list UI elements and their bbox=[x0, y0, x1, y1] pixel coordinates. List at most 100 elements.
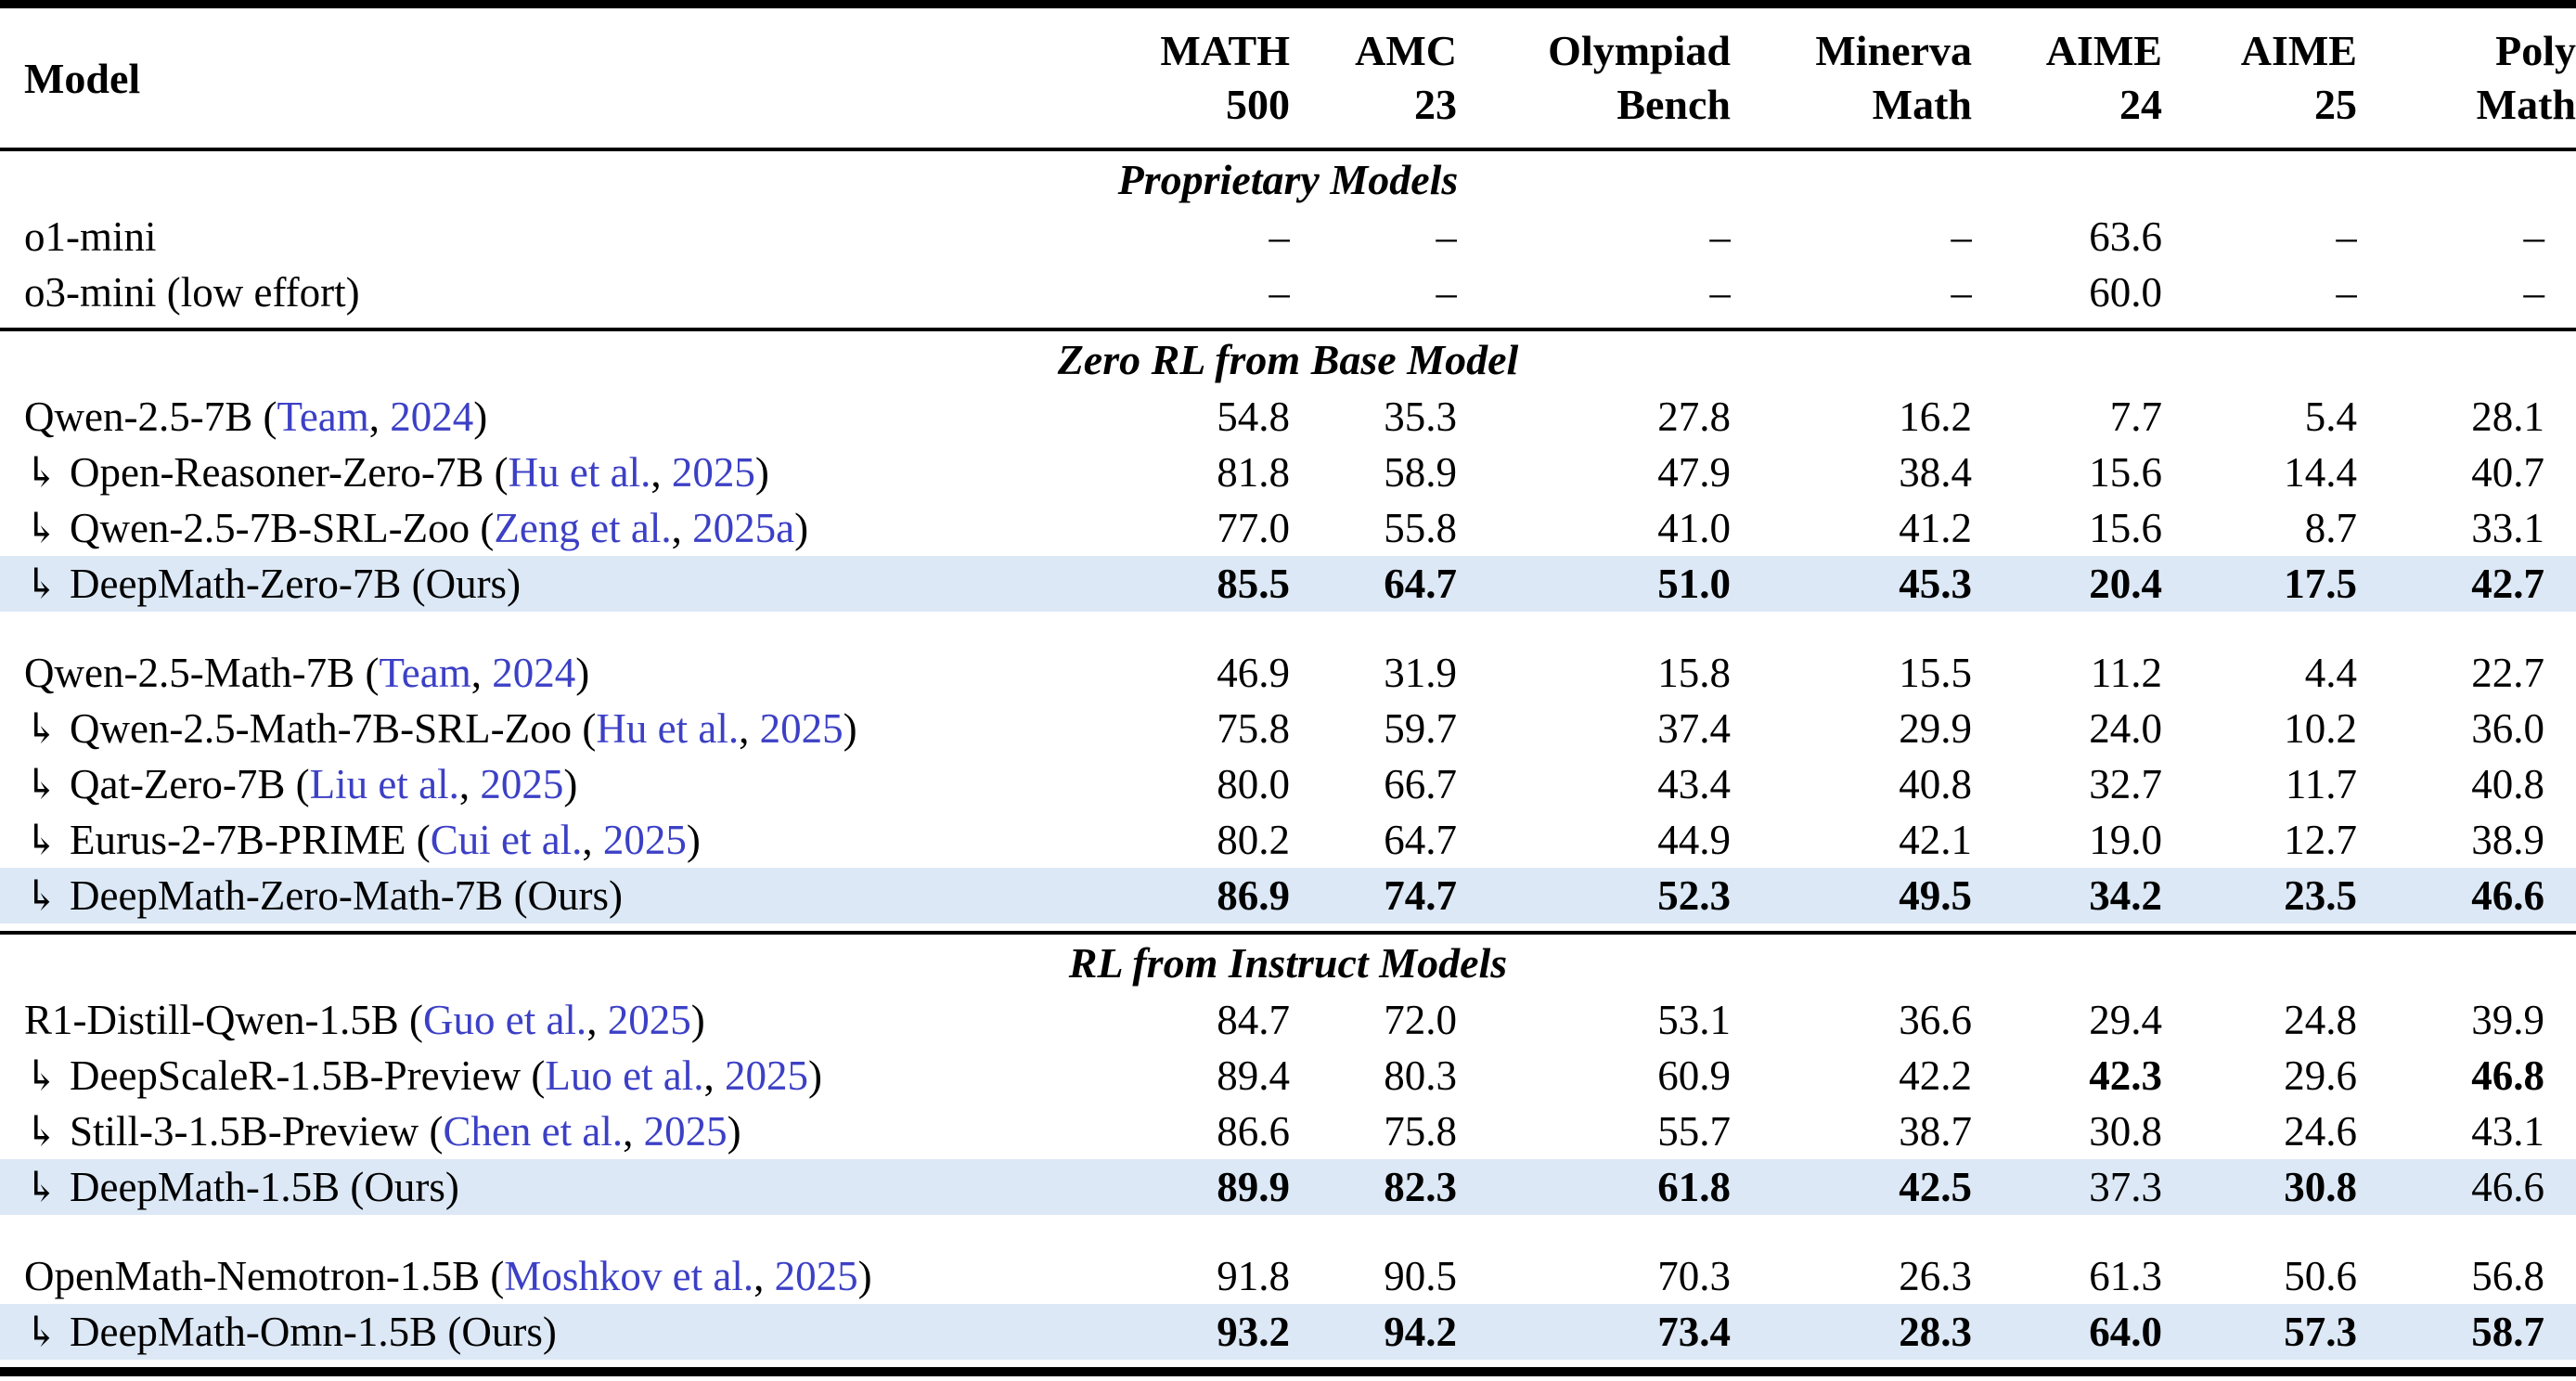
value: 84.7 bbox=[1217, 997, 1290, 1043]
value: 61.3 bbox=[2089, 1253, 2162, 1299]
value: 22.7 bbox=[2471, 650, 2544, 696]
value-cell: 38.7 bbox=[1731, 1104, 1972, 1159]
section-title-row: RL from Instruct Models bbox=[0, 935, 2576, 992]
value-cell: 15.8 bbox=[1457, 645, 1731, 701]
value-cell: 58.7 bbox=[2357, 1304, 2576, 1360]
citation-link[interactable]: Guo et al. bbox=[422, 997, 587, 1043]
value: 74.7 bbox=[1384, 872, 1457, 919]
value: 30.8 bbox=[2089, 1108, 2162, 1155]
value-cell: 73.4 bbox=[1457, 1304, 1731, 1360]
model-cell: ↳ Open-Reasoner-Zero-7B (Hu et al., 2025… bbox=[24, 449, 769, 496]
value-cell: – bbox=[1731, 209, 1973, 265]
citation-link[interactable]: 2024 bbox=[492, 650, 576, 696]
value-cell: – bbox=[2357, 209, 2576, 265]
model-cell: ↳ Qwen-2.5-7B-SRL-Zoo (Zeng et al., 2025… bbox=[24, 505, 809, 551]
citation-link[interactable]: Team bbox=[277, 394, 369, 440]
value-cell: 46.6 bbox=[2357, 868, 2576, 923]
value-cell: – bbox=[2162, 209, 2358, 265]
value-cell: 26.3 bbox=[1731, 1248, 1972, 1304]
citation-link[interactable]: Chen et al. bbox=[443, 1108, 624, 1155]
value: 64.7 bbox=[1384, 561, 1457, 607]
value: 93.2 bbox=[1217, 1309, 1290, 1355]
citation-link[interactable]: 2025 bbox=[643, 1108, 728, 1155]
citation-link[interactable]: Zeng et al. bbox=[494, 505, 672, 551]
value-cell: 90.5 bbox=[1290, 1248, 1457, 1304]
section-gap-cell bbox=[0, 923, 2576, 931]
value: 59.7 bbox=[1384, 705, 1457, 752]
mid-rule bbox=[0, 328, 2576, 331]
citation-link[interactable]: 2024 bbox=[390, 394, 474, 440]
value-cell: 84.7 bbox=[1039, 992, 1290, 1048]
header-row: Model MATH 500 AMC 23 Olympiad Bench Minerv… bbox=[0, 4, 2576, 151]
value: 11.2 bbox=[2090, 650, 2162, 696]
value: 75.8 bbox=[1217, 705, 1290, 752]
value: 54.8 bbox=[1217, 394, 1290, 440]
value: 28.1 bbox=[2471, 394, 2544, 440]
model-cell: ↳ Qat-Zero-7B (Liu et al., 2025) bbox=[24, 761, 578, 807]
citation-link[interactable]: 2025 bbox=[759, 705, 844, 752]
value: 33.1 bbox=[2471, 505, 2544, 551]
table-row: ↳ Qwen-2.5-7B-SRL-Zoo (Zeng et al., 2025… bbox=[0, 500, 2576, 556]
table-row: ↳ DeepMath-1.5B (Ours) 89.9 82.3 61.8 42.5 37… bbox=[0, 1159, 2576, 1215]
value: 66.7 bbox=[1384, 761, 1457, 807]
value-cell: 42.2 bbox=[1731, 1048, 1972, 1104]
section-title-row-cell: RL from Instruct Models bbox=[0, 935, 2576, 992]
value: 51.0 bbox=[1657, 561, 1731, 607]
value-cell: 64.0 bbox=[1972, 1304, 2162, 1360]
value-cell: 64.7 bbox=[1290, 812, 1457, 868]
citation-link[interactable]: Hu et al. bbox=[596, 705, 740, 752]
value: 90.5 bbox=[1384, 1253, 1457, 1299]
value: 46.6 bbox=[2471, 1164, 2544, 1210]
value-cell: 37.4 bbox=[1457, 701, 1731, 756]
citation-link[interactable]: 2025 bbox=[480, 761, 564, 807]
value: 72.0 bbox=[1384, 997, 1457, 1043]
value-cell: 61.3 bbox=[1972, 1248, 2162, 1304]
table-row: ↳ DeepMath-Omn-1.5B (Ours) 93.2 94.2 73.4 28… bbox=[0, 1304, 2576, 1360]
value: 91.8 bbox=[1217, 1253, 1290, 1299]
column-header-olympiad-bench: Olympiad Bench bbox=[1457, 4, 1731, 151]
value: 56.8 bbox=[2471, 1253, 2544, 1299]
value: 73.4 bbox=[1657, 1309, 1731, 1355]
table-row: ↳ Open-Reasoner-Zero-7B (Hu et al., 2025… bbox=[0, 445, 2576, 500]
value-cell: 38.4 bbox=[1731, 445, 1972, 500]
value: 11.7 bbox=[2285, 761, 2357, 807]
citation-link[interactable]: Luo et al. bbox=[545, 1052, 704, 1099]
value-cell: 7.7 bbox=[1972, 389, 2162, 445]
value-cell: 23.5 bbox=[2162, 868, 2357, 923]
value: 89.9 bbox=[1217, 1164, 1290, 1210]
citation-link[interactable]: 2025 bbox=[607, 997, 691, 1043]
value: 26.3 bbox=[1899, 1253, 1972, 1299]
citation-link[interactable]: 2025 bbox=[725, 1052, 809, 1099]
value: 80.0 bbox=[1217, 761, 1290, 807]
branch-arrow-icon: ↳ bbox=[24, 505, 59, 551]
value-cell: 52.3 bbox=[1457, 868, 1731, 923]
model-name: Qwen-2.5-7B bbox=[24, 394, 253, 440]
citation-link[interactable]: Team bbox=[379, 650, 471, 696]
citation-link[interactable]: Hu et al. bbox=[508, 449, 651, 496]
value: 46.8 bbox=[2471, 1052, 2544, 1099]
value-cell: 35.3 bbox=[1290, 389, 1457, 445]
value: – bbox=[1436, 269, 1458, 316]
value: 24.0 bbox=[2089, 705, 2162, 752]
model-cell: OpenMath-Nemotron-1.5B (Moshkov et al., … bbox=[24, 1253, 872, 1299]
citation-link[interactable]: Moshkov et al. bbox=[504, 1253, 754, 1299]
citation-link[interactable]: 2025a bbox=[692, 505, 795, 551]
value-cell: – bbox=[1290, 209, 1458, 265]
value-cell: 38.9 bbox=[2357, 812, 2576, 868]
model-name: DeepScaleR-1.5B-Preview bbox=[69, 1052, 522, 1099]
group-gap-cell bbox=[0, 612, 2576, 645]
citation-link[interactable]: Liu et al. bbox=[309, 761, 459, 807]
value: 43.1 bbox=[2471, 1108, 2544, 1155]
value-cell: 72.0 bbox=[1290, 992, 1457, 1048]
citation-link[interactable]: Cui et al. bbox=[430, 817, 583, 863]
value-cell: 10.2 bbox=[2162, 701, 2357, 756]
mid-rule-cell bbox=[0, 328, 2576, 331]
branch-arrow-icon: ↳ bbox=[24, 872, 59, 919]
value: 32.7 bbox=[2089, 761, 2162, 807]
value-cell: 43.4 bbox=[1457, 756, 1731, 812]
citation-link[interactable]: 2025 bbox=[671, 449, 755, 496]
citation-link[interactable]: 2025 bbox=[602, 817, 687, 863]
citation-link[interactable]: 2025 bbox=[774, 1253, 858, 1299]
value-cell: 16.2 bbox=[1731, 389, 1972, 445]
column-header-aime-24: AIME 24 bbox=[1972, 4, 2162, 151]
